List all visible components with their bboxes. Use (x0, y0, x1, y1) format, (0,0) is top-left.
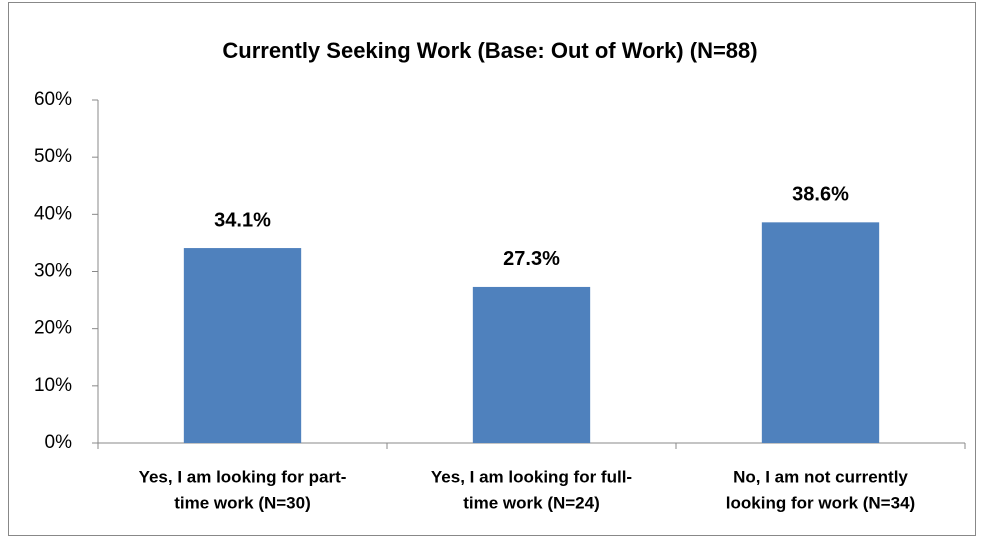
y-tick-label: 50% (34, 146, 72, 167)
data-label: 34.1% (214, 209, 271, 231)
data-label: 38.6% (792, 184, 849, 206)
data-label: 27.3% (503, 248, 560, 270)
x-tick-label: time work (N=30) (174, 493, 311, 512)
y-tick-label: 40% (34, 203, 72, 224)
chart-title: Currently Seeking Work (Base: Out of Wor… (222, 38, 757, 63)
x-tick-label: Yes, I am looking for full- (431, 467, 632, 486)
bar (761, 222, 880, 443)
y-tick-label: 20% (34, 318, 72, 339)
bar (472, 286, 591, 443)
x-tick-label: Yes, I am looking for part- (139, 467, 347, 486)
bar (183, 248, 302, 443)
y-tick-label: 60% (34, 89, 72, 110)
y-tick-label: 0% (45, 432, 73, 453)
x-tick-label: No, I am not currently (733, 467, 908, 486)
x-tick-label: looking for work (N=34) (726, 493, 915, 512)
x-tick-label: time work (N=24) (463, 493, 600, 512)
y-tick-label: 10% (34, 375, 72, 396)
y-tick-label: 30% (34, 261, 72, 282)
